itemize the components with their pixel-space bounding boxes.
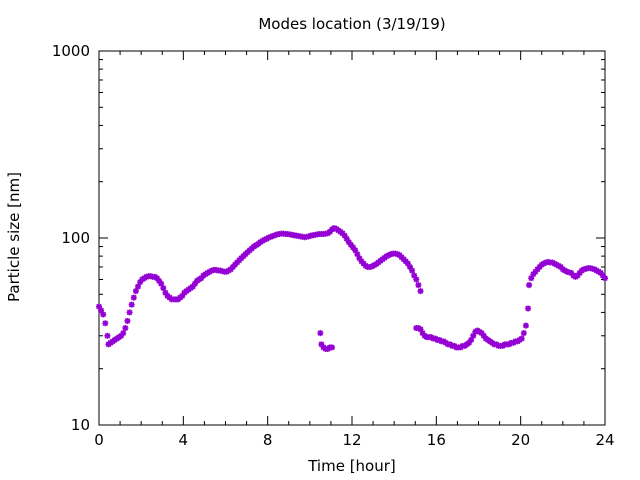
data-point: [518, 335, 525, 342]
data-point: [137, 279, 144, 286]
y-axis-label: Particle size [nm]: [5, 172, 23, 302]
axis-ticks: 0 4 8 12 16 20 24 10 100 1000: [52, 42, 615, 449]
data-point: [198, 275, 205, 282]
data-point: [409, 267, 416, 274]
data-point: [120, 330, 127, 337]
data-point: [135, 283, 142, 290]
data-point: [132, 288, 139, 295]
data-point: [413, 276, 420, 283]
data-point: [568, 269, 575, 276]
data-point: [265, 234, 272, 241]
data-point: [261, 236, 268, 243]
x-tick-label: 0: [94, 431, 104, 449]
data-point: [102, 320, 109, 327]
data-point: [354, 251, 361, 258]
data-point: [468, 336, 475, 343]
data-point: [520, 330, 527, 337]
data-point: [153, 275, 160, 282]
data-point: [356, 255, 363, 262]
data-point: [352, 247, 359, 254]
data-point: [347, 241, 354, 248]
data-point: [156, 277, 163, 284]
y-tick-label: 100: [61, 229, 90, 247]
data-point: [191, 280, 198, 287]
data-point: [530, 271, 537, 278]
data-point: [574, 272, 581, 279]
data-point: [480, 332, 487, 339]
data-point: [189, 283, 196, 290]
data-point: [122, 325, 129, 332]
data-point: [317, 330, 324, 337]
x-axis-label: Time [hour]: [307, 457, 396, 475]
x-tick-label: 16: [427, 431, 446, 449]
data-point: [404, 260, 411, 267]
plot-frame: [98, 50, 606, 426]
data-point: [328, 344, 335, 351]
data-point: [118, 332, 125, 339]
data-point: [350, 244, 357, 251]
data-points: [96, 225, 608, 352]
data-point: [406, 263, 413, 270]
data-point: [96, 303, 102, 310]
data-point: [341, 232, 348, 239]
x-tick-label: 24: [595, 431, 614, 449]
data-point: [478, 330, 485, 337]
data-point: [128, 301, 135, 308]
data-point: [470, 332, 477, 339]
y-tick-label: 10: [71, 416, 90, 434]
data-point: [162, 289, 169, 296]
x-tick-label: 20: [511, 431, 530, 449]
data-point: [415, 282, 422, 289]
data-point: [124, 317, 131, 324]
chart-title: Modes location (3/19/19): [258, 15, 445, 33]
x-tick-label: 12: [342, 431, 361, 449]
data-point: [160, 285, 167, 292]
data-point: [526, 282, 533, 289]
data-point: [532, 268, 539, 275]
data-point: [522, 322, 529, 329]
data-point: [417, 326, 424, 333]
data-point: [419, 330, 426, 337]
data-point: [104, 332, 111, 339]
data-point: [318, 341, 325, 348]
plot-border: [98, 50, 606, 426]
data-point: [525, 305, 532, 312]
data-point: [417, 288, 424, 295]
y-tick-label: 1000: [52, 42, 90, 60]
data-point: [100, 311, 107, 318]
data-point: [345, 239, 352, 246]
data-point: [528, 275, 535, 282]
data-point: [130, 294, 137, 301]
x-tick-label: 8: [263, 431, 273, 449]
data-point: [602, 275, 608, 282]
data-point: [126, 309, 133, 316]
x-tick-label: 4: [179, 431, 189, 449]
data-point: [576, 269, 583, 276]
data-point: [411, 272, 418, 279]
data-point: [179, 292, 186, 299]
data-point: [158, 280, 165, 287]
data-point: [597, 269, 604, 276]
data-point: [98, 307, 105, 314]
data-point: [599, 272, 606, 279]
data-point: [466, 339, 473, 346]
data-point: [343, 235, 350, 242]
